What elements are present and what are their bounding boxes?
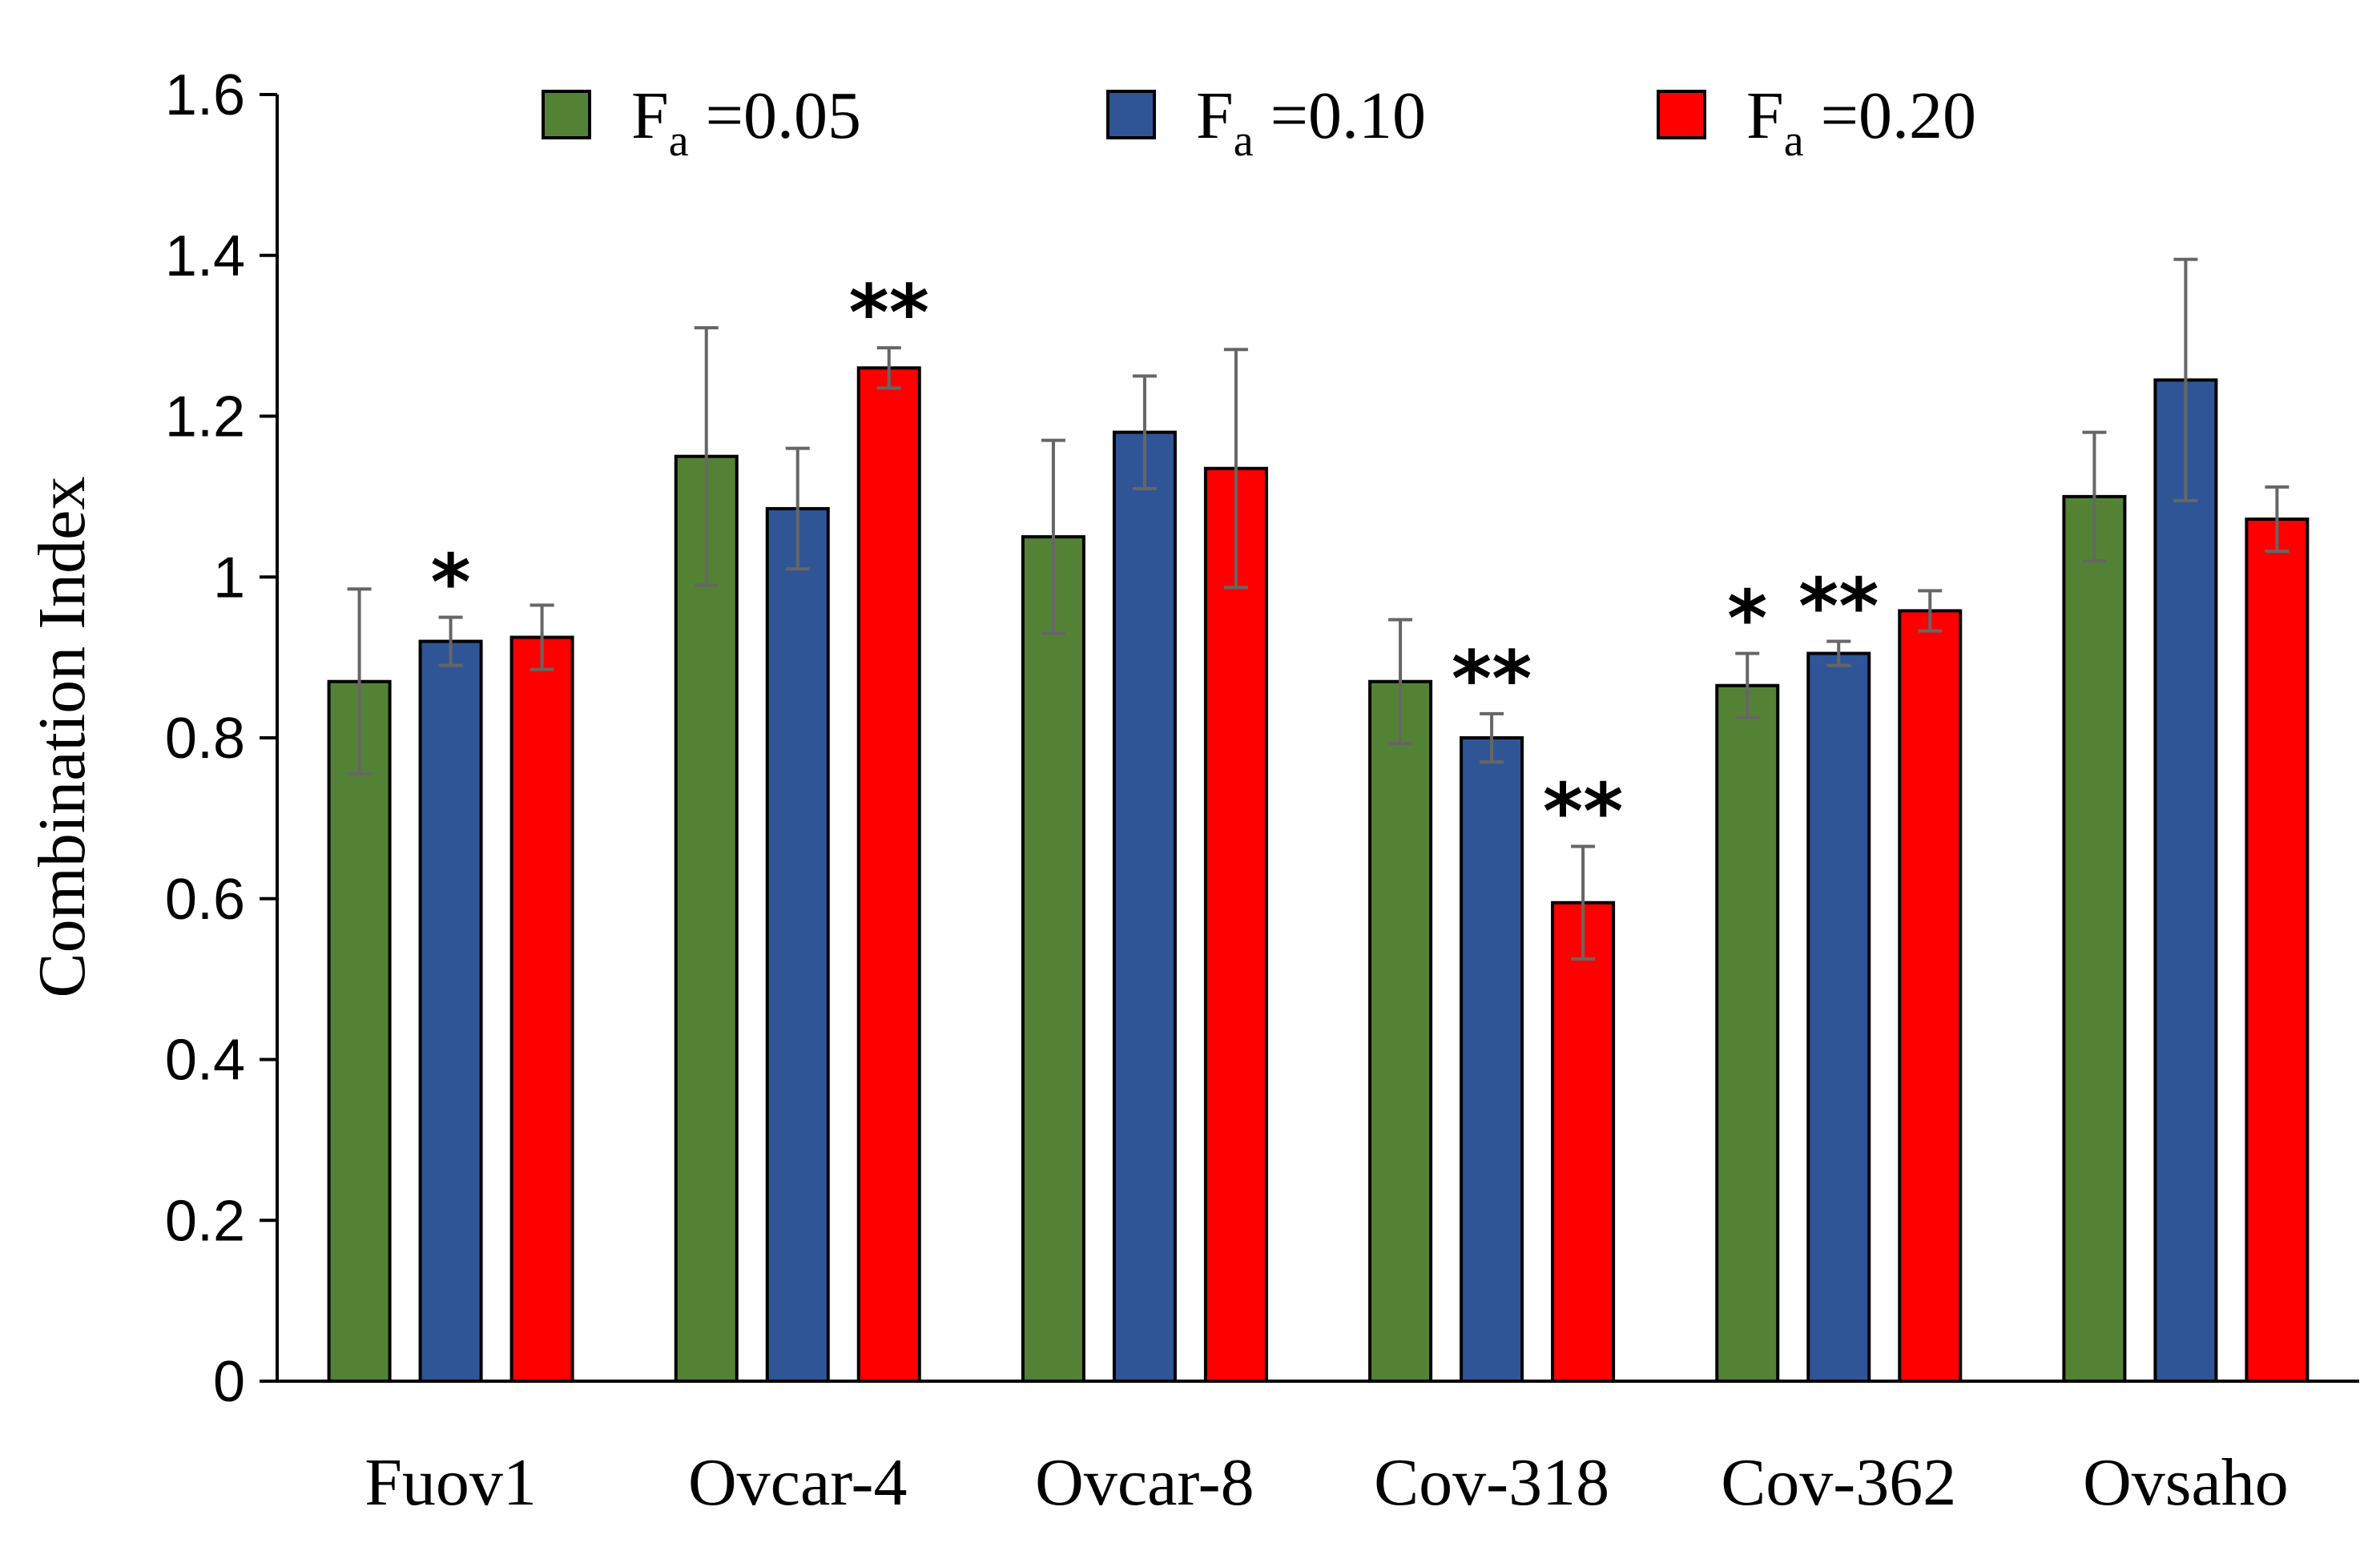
x-category-label: Ovcar-4: [688, 1445, 908, 1520]
significance-annotations: **********: [430, 268, 1879, 856]
bar: [2245, 517, 2310, 1383]
bar: [856, 366, 921, 1383]
bar: [765, 506, 830, 1383]
x-axis: Fuov1 Ovcar-4 Ovcar-8 Cov-318 Cov-362 Ovsaho: [277, 1380, 2359, 1520]
y-axis-title: Combination Index: [25, 477, 99, 998]
bar: [2062, 494, 2127, 1383]
bar: [1203, 466, 1268, 1383]
bar: [1898, 609, 1963, 1383]
x-category-label: Ovsaho: [2083, 1445, 2289, 1520]
y-tick-label: 0.8: [165, 707, 245, 771]
bar: [1368, 679, 1433, 1383]
y-axis: 0 0.2 0.4 0.6 0.8 1 1.2 1.4 1.6: [165, 63, 279, 1414]
y-tick-label: 0.4: [165, 1029, 245, 1093]
x-category-label: Ovcar-8: [1035, 1445, 1254, 1520]
legend-label: Fa =0.05: [631, 79, 861, 166]
significance-marker: **: [1798, 562, 1879, 652]
y-tick-label: 1.6: [165, 63, 245, 127]
legend-label: Fa =0.20: [1746, 79, 1976, 166]
significance-marker: *: [1727, 574, 1767, 664]
y-tick-label: 1.2: [165, 385, 245, 449]
significance-marker: *: [430, 538, 470, 627]
bar: [1460, 736, 1524, 1383]
y-tick-label: 0.6: [165, 868, 245, 932]
bar: [1112, 430, 1177, 1384]
bars-group: [327, 366, 2310, 1384]
legend-label: Fa =0.10: [1196, 79, 1426, 166]
legend-swatch: [1106, 90, 1156, 139]
y-tick-label: 0.2: [165, 1189, 245, 1253]
y-tick-label: 1.4: [165, 224, 245, 288]
x-category-label: Cov-362: [1721, 1445, 1956, 1520]
bar: [1021, 535, 1085, 1383]
bar: [418, 639, 483, 1383]
bar: [327, 679, 392, 1383]
bar: [1806, 651, 1871, 1383]
significance-marker: **: [849, 268, 929, 358]
significance-marker: **: [1543, 767, 1623, 857]
x-category-label: Cov-318: [1374, 1445, 1609, 1520]
bar: [1551, 900, 1616, 1384]
y-tick-label: 0: [213, 1350, 245, 1414]
legend-swatch: [1657, 90, 1706, 139]
error-bars-group: [347, 257, 2289, 961]
chart-legend: Fa =0.05 Fa =0.10 Fa =0.20: [542, 79, 1976, 166]
bar: [509, 635, 574, 1383]
x-category-label: Fuov1: [364, 1445, 537, 1520]
bar: [674, 454, 739, 1383]
legend-swatch: [542, 90, 591, 139]
y-tick-label: 1: [213, 546, 245, 610]
bar: [2153, 378, 2218, 1383]
bar: [1715, 683, 1780, 1383]
significance-marker: **: [1452, 635, 1532, 724]
